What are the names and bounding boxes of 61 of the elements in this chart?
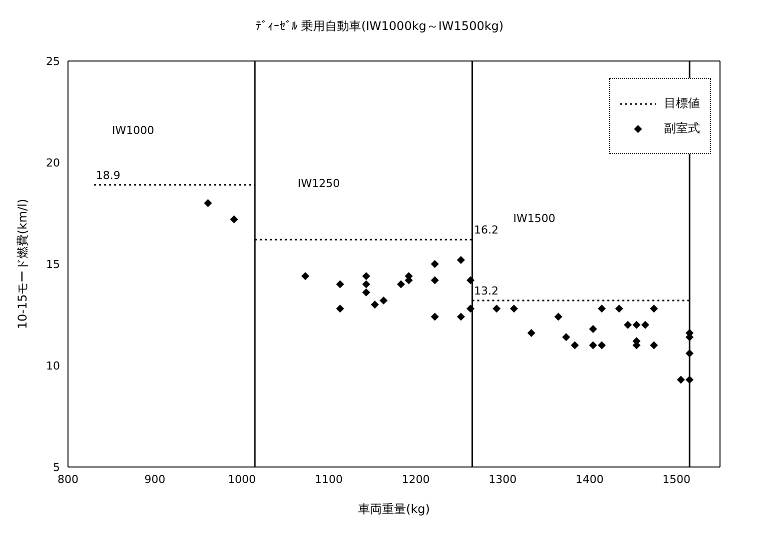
point: [632, 320, 641, 329]
x-axis-title: 車両重量(kg): [358, 502, 430, 516]
x-tick-label: 900: [144, 472, 166, 486]
y-tick-label: 5: [53, 460, 60, 474]
y-axis-title: 10-15モード燃費(km/l): [15, 198, 30, 330]
point: [466, 276, 474, 284]
data-label: 16.2: [474, 224, 498, 237]
point: [362, 272, 370, 280]
point: [204, 199, 212, 208]
point: [686, 349, 694, 358]
point: [362, 280, 370, 288]
point: [301, 272, 310, 280]
point: [598, 304, 606, 313]
point: [336, 304, 344, 313]
point: [624, 320, 632, 329]
x-tick-label: 1100: [314, 472, 343, 486]
annotation: IW1500: [513, 212, 556, 225]
point: [230, 215, 238, 224]
point: [598, 341, 606, 350]
y-tick-label: 10: [46, 359, 60, 372]
x-tick-label: 1300: [488, 472, 517, 486]
annotation: IW1250: [298, 177, 340, 190]
point: [589, 324, 598, 333]
point: [456, 256, 465, 264]
point: [650, 341, 658, 350]
point: [362, 288, 370, 296]
point: [686, 376, 694, 384]
point: [396, 280, 405, 288]
point: [650, 304, 658, 313]
x-tick-label: 1000: [228, 472, 256, 486]
data-label: 13.2: [474, 284, 498, 298]
point: [589, 341, 598, 350]
point: [466, 304, 474, 313]
data-label: 18.9: [96, 168, 120, 182]
point: [380, 296, 388, 305]
point: [641, 320, 650, 329]
point: [562, 333, 570, 342]
point: [676, 376, 685, 384]
chart-title: ﾃﾞｨｰｾﾞﾙ 乗用自動車(IW1000kg～IW1500kg): [254, 18, 505, 35]
x-tick-label: 1400: [576, 472, 604, 486]
y-tick-label: 15: [46, 258, 60, 271]
point: [570, 341, 579, 350]
point: [492, 304, 501, 313]
point: [527, 329, 536, 338]
point: [554, 312, 562, 321]
annotation: IW1000: [112, 124, 154, 138]
x-tick-label: 1200: [402, 472, 430, 486]
point: [510, 304, 518, 313]
point: [430, 260, 439, 268]
point: [430, 276, 439, 284]
y-tick-label: 25: [46, 54, 60, 68]
point: [456, 312, 465, 321]
legend-label: 副室式: [664, 120, 700, 137]
point: [370, 300, 379, 309]
point: [615, 304, 624, 313]
legend-label: 目標値: [664, 95, 700, 112]
point: [336, 280, 344, 288]
y-tick-label: 20: [46, 156, 60, 170]
x-tick-label: 800: [58, 472, 78, 486]
point: [430, 312, 439, 321]
x-tick-label: 1500: [662, 472, 691, 486]
